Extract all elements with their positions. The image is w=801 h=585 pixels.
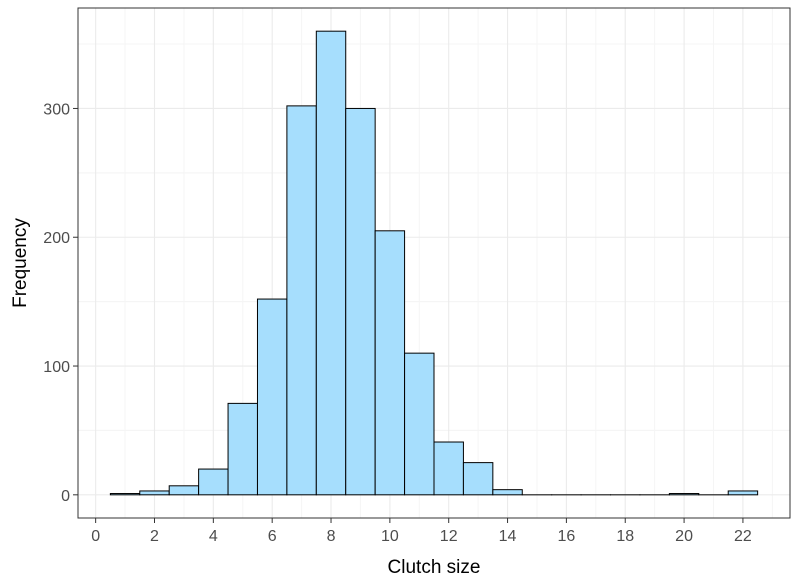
panel-border — [77, 7, 791, 519]
histogram-bar — [727, 490, 759, 496]
x-tick-label: 8 — [327, 528, 336, 545]
histogram-bars — [109, 30, 759, 496]
x-tick-label: 0 — [91, 528, 100, 545]
histogram-bar — [462, 462, 494, 496]
axes: 0 2 4 6 8 10 12 14 16 18 20 22 0 100 200 300 — [43, 101, 752, 545]
histogram-bar — [109, 493, 141, 496]
histogram-bar — [227, 402, 258, 496]
x-tick-label: 22 — [734, 528, 752, 545]
x-tick-label: 10 — [381, 528, 399, 545]
x-tick-label: 18 — [616, 528, 634, 545]
x-tick-label: 20 — [675, 528, 693, 545]
histogram-bar — [404, 352, 435, 496]
histogram-bar — [345, 107, 376, 496]
histogram-bar — [315, 30, 347, 496]
histogram-bar — [286, 105, 317, 496]
histogram-bar — [374, 230, 406, 496]
y-tick-label: 100 — [43, 359, 70, 376]
x-axis-title: Clutch size — [388, 557, 481, 578]
y-axis-title: Frequency — [10, 218, 31, 308]
histogram-bar — [198, 468, 229, 496]
x-tick-label: 14 — [499, 528, 517, 545]
histogram-bar — [492, 489, 523, 496]
y-tick-label: 200 — [43, 230, 70, 247]
x-tick-label: 6 — [268, 528, 277, 545]
histogram-bar — [668, 493, 700, 496]
x-tick-label: 12 — [440, 528, 458, 545]
x-tick-label: 2 — [150, 528, 159, 545]
histogram-bar — [256, 298, 288, 496]
histogram-bar — [139, 490, 170, 496]
histogram-bar — [433, 441, 464, 496]
histogram-bar — [168, 485, 200, 496]
y-tick-label: 300 — [43, 101, 70, 118]
x-tick-label: 4 — [209, 528, 218, 545]
y-tick-label: 0 — [61, 488, 70, 505]
x-tick-label: 16 — [557, 528, 575, 545]
